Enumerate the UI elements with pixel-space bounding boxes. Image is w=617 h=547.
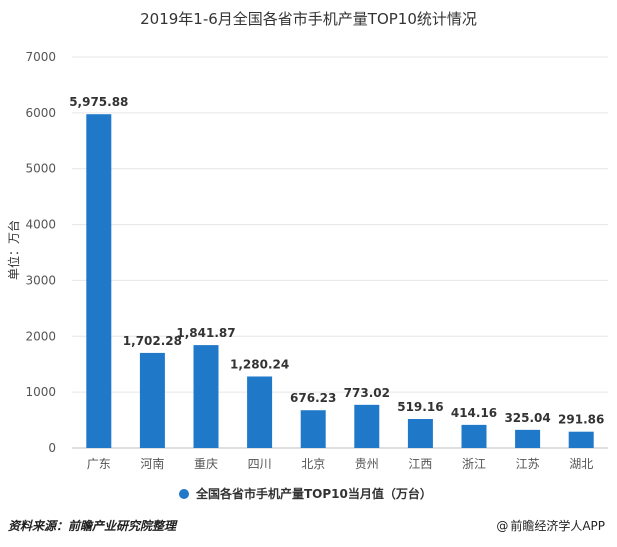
bars [86, 114, 594, 449]
bar [193, 345, 219, 448]
data-label: 5,975.88 [69, 95, 128, 109]
x-tick-label: 重庆 [194, 457, 218, 471]
data-label: 291.86 [558, 413, 604, 427]
y-axis-label: 单位：万台 [6, 220, 21, 280]
bar [568, 431, 594, 448]
data-label: 325.04 [504, 411, 550, 425]
x-axis-ticks: 广东 河南 重庆 四川 北京 贵州 江西 浙江 江苏 湖北 [87, 456, 593, 471]
x-tick-label: 四川 [248, 457, 272, 471]
data-label: 1,702.28 [123, 334, 182, 348]
y-tick-label: 7000 [25, 50, 56, 64]
brand-name: 前瞻经济学人APP [510, 519, 605, 533]
y-tick-label: 4000 [25, 218, 56, 232]
data-label: 676.23 [290, 391, 336, 405]
y-axis-ticks: 0 1000 2000 3000 4000 5000 6000 7000 [25, 50, 56, 455]
bar [300, 410, 326, 448]
bar [354, 404, 380, 448]
y-tick-label: 0 [48, 441, 56, 455]
data-label: 1,841.87 [176, 326, 235, 340]
x-tick-label: 湖北 [569, 456, 593, 471]
legend-label: 全国各省市手机产量TOP10当月值（万台） [195, 486, 432, 501]
source-note: 资料来源：前瞻产业研究院整理 [8, 519, 177, 533]
x-tick-label: 河南 [140, 456, 164, 471]
brand-credit: @ 前瞻经济学人APP [496, 517, 605, 534]
legend: 全国各省市手机产量TOP10当月值（万台） [179, 486, 432, 501]
bar [515, 429, 541, 448]
x-tick-label: 广东 [87, 457, 111, 471]
y-tick-label: 1000 [25, 385, 56, 399]
at-sign: @ [496, 519, 509, 533]
bar [407, 419, 433, 448]
y-tick-label: 6000 [25, 106, 56, 120]
x-tick-label: 江苏 [516, 457, 540, 471]
chart-title: 2019年1-6月全国各省市手机产量TOP10统计情况 [140, 10, 477, 28]
y-tick-label: 2000 [25, 329, 56, 343]
footer: 资料来源：前瞻产业研究院整理 @ 前瞻经济学人APP [0, 512, 617, 547]
bar [461, 424, 487, 448]
bar [139, 352, 165, 448]
y-tick-label: 3000 [25, 273, 56, 287]
bar [247, 376, 273, 448]
gridlines [72, 56, 608, 449]
data-label: 414.16 [451, 406, 497, 420]
data-labels: 5,975.88 1,702.281,841.87 1,280.24 676.23 77… [69, 95, 604, 426]
legend-marker [179, 489, 189, 499]
bar-chart: 0 1000 2000 3000 4000 5000 6000 7000 单位：万台 5,97… [6, 50, 608, 501]
bar [86, 114, 112, 449]
x-tick-label: 贵州 [355, 457, 379, 471]
x-tick-label: 江西 [408, 457, 432, 471]
data-label: 1,280.24 [230, 357, 289, 371]
data-label: 519.16 [397, 400, 443, 414]
y-tick-label: 5000 [25, 162, 56, 176]
x-tick-label: 浙江 [462, 457, 486, 471]
data-label: 773.02 [344, 386, 390, 400]
x-tick-label: 北京 [301, 457, 325, 471]
